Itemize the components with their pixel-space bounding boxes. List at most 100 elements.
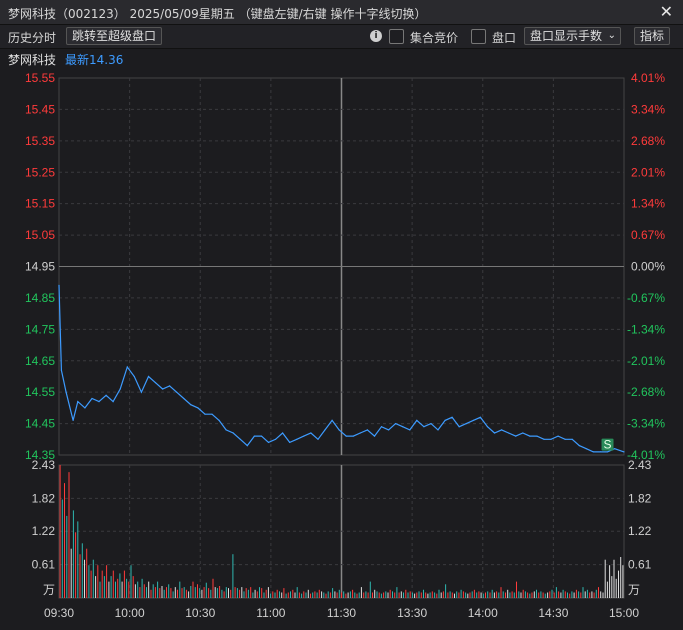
- pct-tick-label: -1.34%: [627, 322, 665, 336]
- price-point: [282, 432, 284, 434]
- auction-checkbox[interactable]: [389, 29, 404, 44]
- volume-tick-label: 1.22: [32, 524, 56, 538]
- price-point: [614, 448, 616, 450]
- price-point: [529, 435, 531, 437]
- price-point: [543, 438, 545, 440]
- volume-tick-label: 万: [43, 583, 55, 597]
- price-point: [324, 429, 326, 431]
- pct-tick-label: 3.34%: [631, 102, 665, 116]
- price-point: [169, 385, 171, 387]
- x-tick-label: 11:30: [327, 606, 356, 620]
- pct-tick-label: -4.01%: [627, 448, 665, 462]
- x-tick-label: 10:30: [185, 606, 215, 620]
- stock-name: 梦网科技: [8, 53, 57, 67]
- price-tick-label: 15.35: [25, 134, 55, 148]
- pct-tick-label: 4.01%: [631, 71, 665, 85]
- jump-button[interactable]: 跳转至超级盘口: [66, 27, 163, 45]
- indicator-button[interactable]: 指标: [634, 27, 671, 45]
- price-point: [58, 284, 60, 286]
- price-point: [60, 369, 63, 371]
- history-label[interactable]: 历史分时: [8, 31, 57, 45]
- price-point: [246, 445, 248, 447]
- price-point: [402, 426, 404, 428]
- price-tick-label: 15.55: [25, 71, 55, 85]
- price-point: [190, 404, 192, 406]
- pct-tick-label: -2.68%: [627, 385, 665, 399]
- x-tick-label: 14:30: [538, 606, 568, 620]
- price-point: [465, 423, 467, 425]
- volume-tick-label-right: 0.61: [628, 558, 652, 572]
- x-tick-label: 09:30: [44, 606, 74, 620]
- price-point: [585, 448, 587, 450]
- price-tick-label: 15.25: [25, 165, 55, 179]
- auction-label: 集合竞价: [410, 31, 459, 45]
- price-point: [501, 429, 503, 431]
- price-point: [140, 391, 142, 393]
- price-point: [72, 419, 74, 421]
- price-point: [267, 441, 270, 443]
- price-point: [352, 435, 354, 437]
- price-point: [253, 435, 255, 437]
- volume-tick-label: 1.82: [32, 491, 56, 505]
- price-point: [486, 426, 489, 428]
- price-point: [239, 438, 241, 440]
- price-point: [197, 407, 199, 409]
- price-point: [451, 416, 453, 418]
- pct-tick-label: 2.68%: [631, 134, 665, 148]
- sell-marker-icon: [601, 438, 614, 451]
- volume-tick-label-right: 1.82: [628, 491, 652, 505]
- price-tick-label: 14.55: [25, 385, 55, 399]
- price-point: [479, 416, 481, 418]
- price-tick-label: 14.85: [25, 291, 55, 305]
- price-point: [289, 441, 291, 443]
- price-point: [98, 401, 100, 403]
- order-book-display-select[interactable]: 盘口显示手数 ⌄: [524, 27, 622, 45]
- price-line: [58, 285, 625, 453]
- price-point: [444, 419, 446, 421]
- pct-tick-label: 0.67%: [631, 228, 665, 242]
- order-book-checkbox[interactable]: [471, 29, 486, 44]
- price-point: [606, 451, 609, 453]
- price-point: [592, 451, 595, 453]
- price-point: [515, 435, 517, 437]
- price-point: [338, 429, 340, 431]
- price-point: [211, 413, 213, 415]
- price-point: [557, 435, 559, 437]
- price-point: [331, 419, 333, 421]
- price-point: [232, 432, 234, 434]
- price-tick-label: 14.45: [25, 417, 55, 431]
- price-tick-label: 15.05: [25, 228, 55, 242]
- volume-tick-label: 0.61: [32, 558, 56, 572]
- price-point: [395, 423, 397, 425]
- price-point: [623, 451, 625, 453]
- price-point: [493, 432, 496, 434]
- price-point: [472, 419, 474, 421]
- price-tick-label: 14.75: [25, 322, 55, 336]
- price-point: [423, 426, 425, 428]
- price-point: [564, 438, 566, 440]
- price-point: [359, 432, 361, 434]
- title-bar: 梦网科技（002123） 2025/05/09星期五 （键盘左键/右键 操作十字…: [0, 0, 683, 25]
- sell-marker-label: S: [604, 438, 612, 452]
- price-point: [126, 366, 128, 368]
- volume-tick-label-right: 2.43: [628, 458, 652, 472]
- x-tick-label: 10:00: [115, 606, 145, 620]
- price-point: [112, 401, 114, 403]
- price-point: [176, 391, 178, 393]
- chevron-down-icon: ⌄: [607, 30, 617, 41]
- price-point: [147, 375, 150, 378]
- latest-price: 最新14.36: [65, 53, 124, 67]
- price-point: [317, 438, 319, 440]
- price-tick-label: 15.45: [25, 102, 55, 116]
- price-point: [162, 388, 164, 390]
- pct-tick-label: -2.01%: [627, 354, 665, 368]
- order-book-label: 盘口: [492, 31, 517, 45]
- price-point: [84, 407, 86, 409]
- price-point: [416, 419, 418, 421]
- info-icon[interactable]: i: [370, 30, 382, 42]
- pct-tick-label: 2.01%: [631, 165, 665, 179]
- close-icon[interactable]: ✕: [659, 2, 673, 21]
- pct-tick-label: 1.34%: [631, 197, 665, 211]
- price-point: [275, 438, 277, 440]
